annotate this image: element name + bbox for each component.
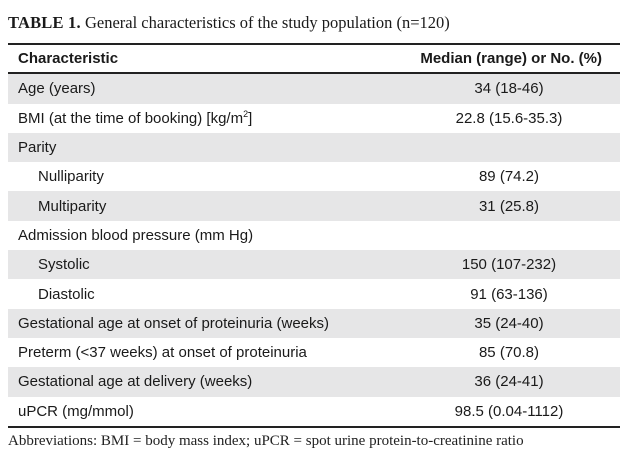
row-value: 22.8 (15.6-35.3) xyxy=(455,109,563,127)
row-label: Nulliparity xyxy=(38,168,104,186)
row-value: 91 (63-136) xyxy=(470,285,548,303)
row-value: 98.5 (0.04-1112) xyxy=(454,402,564,420)
table-row: Age (years) 34 (18-46) xyxy=(8,74,620,104)
row-value: 36 (24-41) xyxy=(474,373,544,391)
table-row: Nulliparity 89 (74.2) xyxy=(8,162,620,191)
row-label: Parity xyxy=(18,139,57,157)
row-label: Multiparity xyxy=(38,197,107,215)
row-value: 34 (18-46) xyxy=(474,80,544,98)
characteristics-table: Characteristic Median (range) or No. (%)… xyxy=(8,43,620,428)
row-label: Age (years) xyxy=(18,80,96,98)
table-row: Parity xyxy=(8,132,620,163)
table-row: Preterm (<37 weeks) at onset of proteinu… xyxy=(8,338,620,367)
table-footnote: Abbreviations: BMI = body mass index; uP… xyxy=(8,433,524,449)
table-caption: TABLE 1. General characteristics of the … xyxy=(8,8,450,38)
table-title: General characteristics of the study pop… xyxy=(84,13,450,32)
row-value: 150 (107-232) xyxy=(461,256,557,274)
bmi-label-close: ] xyxy=(248,109,253,127)
table-row: Systolic 150 (107-232) xyxy=(8,250,620,280)
row-value: 31 (25.8) xyxy=(478,197,540,215)
header-characteristic: Characteristic xyxy=(18,50,119,68)
table-row: uPCR (mg/mmol) 98.5 (0.04-1112) xyxy=(8,397,620,426)
table-row: Diastolic 91 (63-136) xyxy=(8,279,620,308)
bmi-label-superscript: 2 xyxy=(243,108,249,119)
row-label: BMI (at the time of booking) [kg/m2] xyxy=(8,108,388,127)
table-header-row: Characteristic Median (range) or No. (%) xyxy=(8,45,620,75)
row-label: Gestational age at onset of proteinuria … xyxy=(18,314,330,332)
row-label: Admission blood pressure (mm Hg) xyxy=(18,226,254,244)
row-label: Systolic xyxy=(38,256,90,274)
bmi-label-text: BMI (at the time of booking) [kg/m xyxy=(18,109,244,127)
row-label: Preterm (<37 weeks) at onset of proteinu… xyxy=(18,344,307,362)
table-row: Admission blood pressure (mm Hg) xyxy=(8,221,620,250)
table-row: Gestational age at delivery (weeks) 36 (… xyxy=(8,367,620,397)
row-label: uPCR (mg/mmol) xyxy=(18,402,134,420)
table-row: Multiparity 31 (25.8) xyxy=(8,191,620,221)
table-row: BMI (at the time of booking) [kg/m2] 22.… xyxy=(8,104,620,133)
row-value: 85 (70.8) xyxy=(478,344,540,362)
header-median-range: Median (range) or No. (%) xyxy=(420,50,602,68)
table-number: TABLE 1. xyxy=(8,13,81,32)
table-row: Gestational age at onset of proteinuria … xyxy=(8,308,620,338)
row-value: 35 (24-40) xyxy=(474,314,544,332)
row-value: 89 (74.2) xyxy=(478,168,540,186)
row-label: Diastolic xyxy=(38,285,95,303)
row-label: Gestational age at delivery (weeks) xyxy=(18,373,253,391)
